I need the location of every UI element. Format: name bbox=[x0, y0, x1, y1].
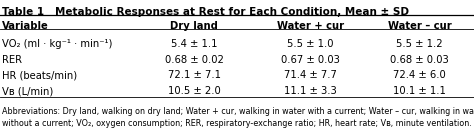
Text: Vʙ (L/min): Vʙ (L/min) bbox=[2, 86, 54, 96]
Text: HR (beats/min): HR (beats/min) bbox=[2, 70, 77, 80]
Text: 0.68 ± 0.02: 0.68 ± 0.02 bbox=[165, 55, 224, 65]
Text: Variable: Variable bbox=[2, 21, 49, 31]
Text: without a current; VO₂, oxygen consumption; RER, respiratory-exchange ratio; HR,: without a current; VO₂, oxygen consumpti… bbox=[2, 119, 472, 128]
Text: Water + cur: Water + cur bbox=[277, 21, 344, 31]
Text: 72.1 ± 7.1: 72.1 ± 7.1 bbox=[168, 70, 221, 80]
Text: 11.1 ± 3.3: 11.1 ± 3.3 bbox=[284, 86, 337, 96]
Text: Table 1   Metabolic Responses at Rest for Each Condition, Mean ± SD: Table 1 Metabolic Responses at Rest for … bbox=[2, 7, 410, 17]
Text: 5.5 ± 1.2: 5.5 ± 1.2 bbox=[396, 39, 443, 49]
Text: 0.68 ± 0.03: 0.68 ± 0.03 bbox=[390, 55, 449, 65]
Text: 0.67 ± 0.03: 0.67 ± 0.03 bbox=[281, 55, 340, 65]
Text: Water – cur: Water – cur bbox=[388, 21, 451, 31]
Text: 72.4 ± 6.0: 72.4 ± 6.0 bbox=[393, 70, 446, 80]
Text: RER: RER bbox=[2, 55, 22, 65]
Text: Dry land: Dry land bbox=[170, 21, 219, 31]
Text: Abbreviations: Dry land, walking on dry land; Water + cur, walking in water with: Abbreviations: Dry land, walking on dry … bbox=[2, 107, 474, 116]
Text: VO₂ (ml · kg⁻¹ · min⁻¹): VO₂ (ml · kg⁻¹ · min⁻¹) bbox=[2, 39, 113, 49]
Text: 71.4 ± 7.7: 71.4 ± 7.7 bbox=[284, 70, 337, 80]
Text: 5.4 ± 1.1: 5.4 ± 1.1 bbox=[171, 39, 218, 49]
Text: 10.5 ± 2.0: 10.5 ± 2.0 bbox=[168, 86, 221, 96]
Text: 5.5 ± 1.0: 5.5 ± 1.0 bbox=[287, 39, 334, 49]
Text: 10.1 ± 1.1: 10.1 ± 1.1 bbox=[393, 86, 446, 96]
